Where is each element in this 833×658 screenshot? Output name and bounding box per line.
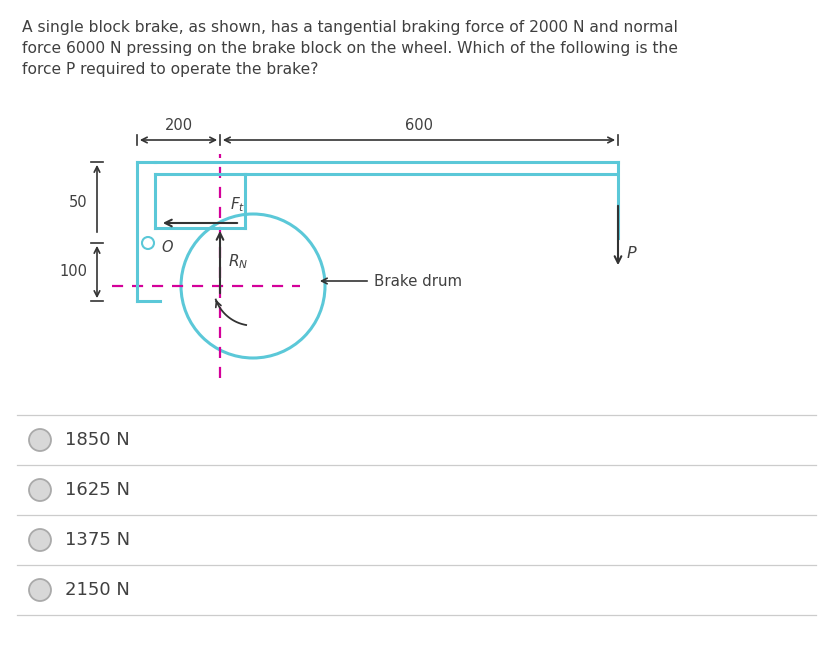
Text: 2150 N: 2150 N xyxy=(65,581,130,599)
Circle shape xyxy=(29,429,51,451)
Text: 100: 100 xyxy=(59,265,87,280)
Circle shape xyxy=(29,479,51,501)
Text: P: P xyxy=(627,245,636,261)
Text: $F_t$: $F_t$ xyxy=(231,195,246,214)
Text: 1375 N: 1375 N xyxy=(65,531,130,549)
Text: 200: 200 xyxy=(164,118,192,133)
Circle shape xyxy=(29,529,51,551)
Text: A single block brake, as shown, has a tangential braking force of 2000 N and nor: A single block brake, as shown, has a ta… xyxy=(22,20,678,77)
Text: 1625 N: 1625 N xyxy=(65,481,130,499)
Text: 1850 N: 1850 N xyxy=(65,431,130,449)
Circle shape xyxy=(29,579,51,601)
Text: Brake drum: Brake drum xyxy=(374,274,462,288)
Text: 50: 50 xyxy=(68,195,87,210)
Text: 600: 600 xyxy=(405,118,433,133)
Text: O: O xyxy=(161,240,172,255)
Text: $R_N$: $R_N$ xyxy=(228,253,248,271)
